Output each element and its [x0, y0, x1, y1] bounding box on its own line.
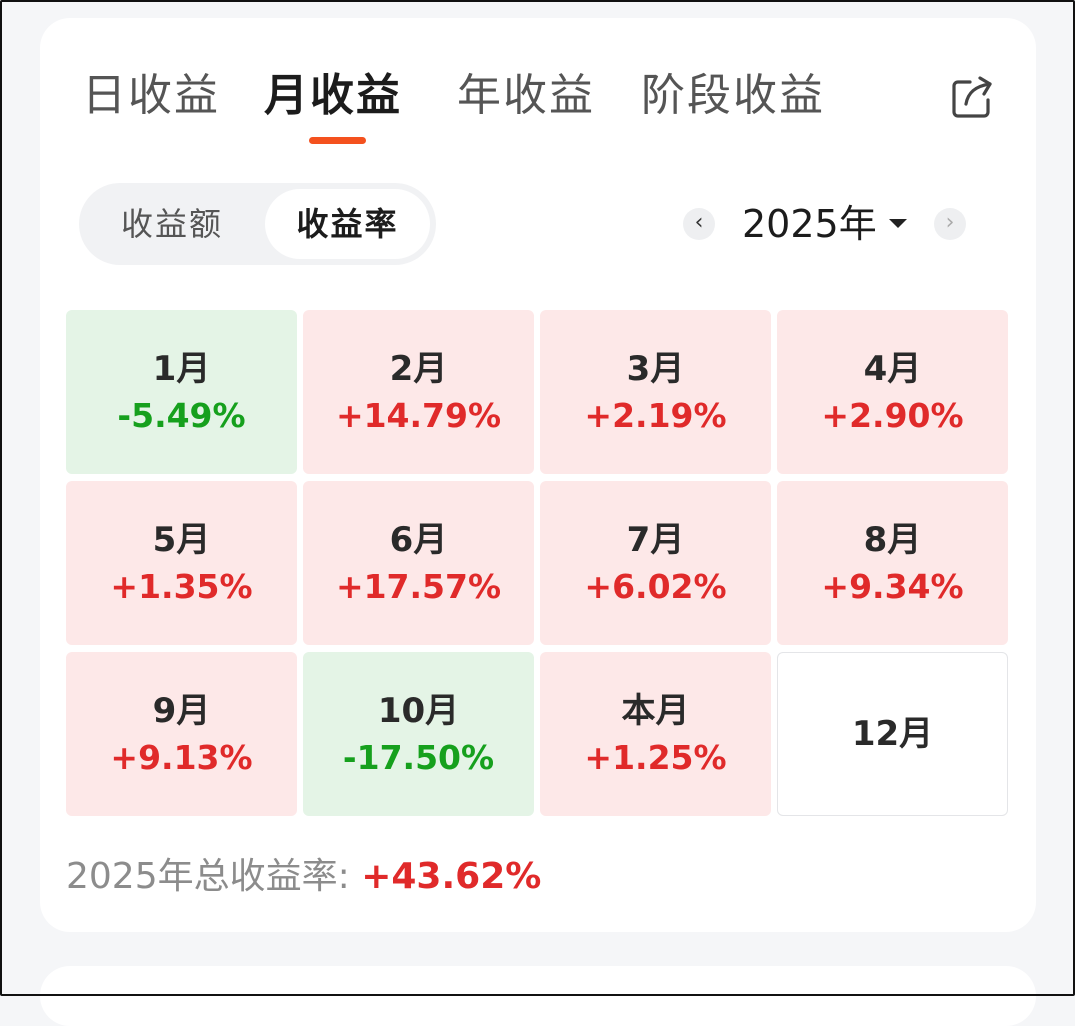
month-cell[interactable]: 9月 +9.13%	[66, 652, 297, 816]
tab-yearly-return[interactable]: 年收益	[457, 70, 595, 121]
share-icon[interactable]	[948, 74, 996, 122]
yearly-total: 2025年总收益率: +43.62%	[66, 852, 541, 902]
month-cell[interactable]: 5月 +1.35%	[66, 481, 297, 645]
month-label: 12月	[851, 714, 934, 754]
month-return: -17.50%	[342, 738, 495, 777]
month-label: 3月	[626, 349, 685, 389]
yearly-total-value: +43.62%	[361, 856, 542, 897]
year-dropdown[interactable]: 2025年	[742, 202, 877, 246]
tab-daily-return[interactable]: 日收益	[82, 70, 220, 121]
month-label: 4月	[863, 349, 922, 389]
month-label: 5月	[152, 520, 211, 560]
month-grid: 1月 -5.49% 2月 +14.79% 3月 +2.19% 4月 +2.90%…	[66, 310, 1008, 816]
month-return: +9.13%	[110, 738, 253, 777]
month-return: +6.02%	[584, 567, 727, 606]
month-cell[interactable]: 1月 -5.49%	[66, 310, 297, 474]
month-cell[interactable]: 8月 +9.34%	[777, 481, 1008, 645]
month-return: +1.35%	[110, 567, 253, 606]
tab-monthly-return[interactable]: 月收益	[264, 70, 402, 121]
month-return: -5.49%	[117, 396, 246, 435]
month-cell[interactable]: 4月 +2.90%	[777, 310, 1008, 474]
month-cell[interactable]: 2月 +14.79%	[303, 310, 534, 474]
previous-year-button[interactable]: ‹	[683, 208, 715, 240]
month-label: 8月	[863, 520, 922, 560]
month-return: +2.19%	[584, 396, 727, 435]
month-return: +1.25%	[584, 738, 727, 777]
month-label: 本月	[621, 691, 690, 731]
month-label: 1月	[152, 349, 211, 389]
month-label: 9月	[152, 691, 211, 731]
month-return: +17.57%	[335, 567, 502, 606]
next-card	[40, 966, 1036, 1026]
month-cell[interactable]: 本月 +1.25%	[540, 652, 771, 816]
month-return: +14.79%	[335, 396, 502, 435]
next-year-button[interactable]: ›	[934, 208, 966, 240]
month-return: +2.90%	[821, 396, 964, 435]
month-cell[interactable]: 10月 -17.50%	[303, 652, 534, 816]
month-cell[interactable]: 7月 +6.02%	[540, 481, 771, 645]
active-tab-indicator	[309, 137, 366, 144]
month-cell[interactable]: 3月 +2.19%	[540, 310, 771, 474]
caret-down-icon[interactable]	[889, 219, 907, 228]
toggle-option-amount[interactable]: 收益额	[120, 205, 223, 243]
return-type-toggle: 收益额 收益率	[79, 183, 436, 265]
month-cell[interactable]: 6月 +17.57%	[303, 481, 534, 645]
month-label: 2月	[389, 349, 448, 389]
month-label: 6月	[389, 520, 448, 560]
month-label: 7月	[626, 520, 685, 560]
month-return: +9.34%	[821, 567, 964, 606]
toggle-option-rate[interactable]: 收益率	[265, 189, 430, 259]
month-cell[interactable]: 12月	[777, 652, 1008, 816]
yearly-total-label: 2025年总收益率:	[66, 856, 362, 897]
tab-period-return[interactable]: 阶段收益	[641, 70, 825, 121]
month-label: 10月	[377, 691, 460, 731]
